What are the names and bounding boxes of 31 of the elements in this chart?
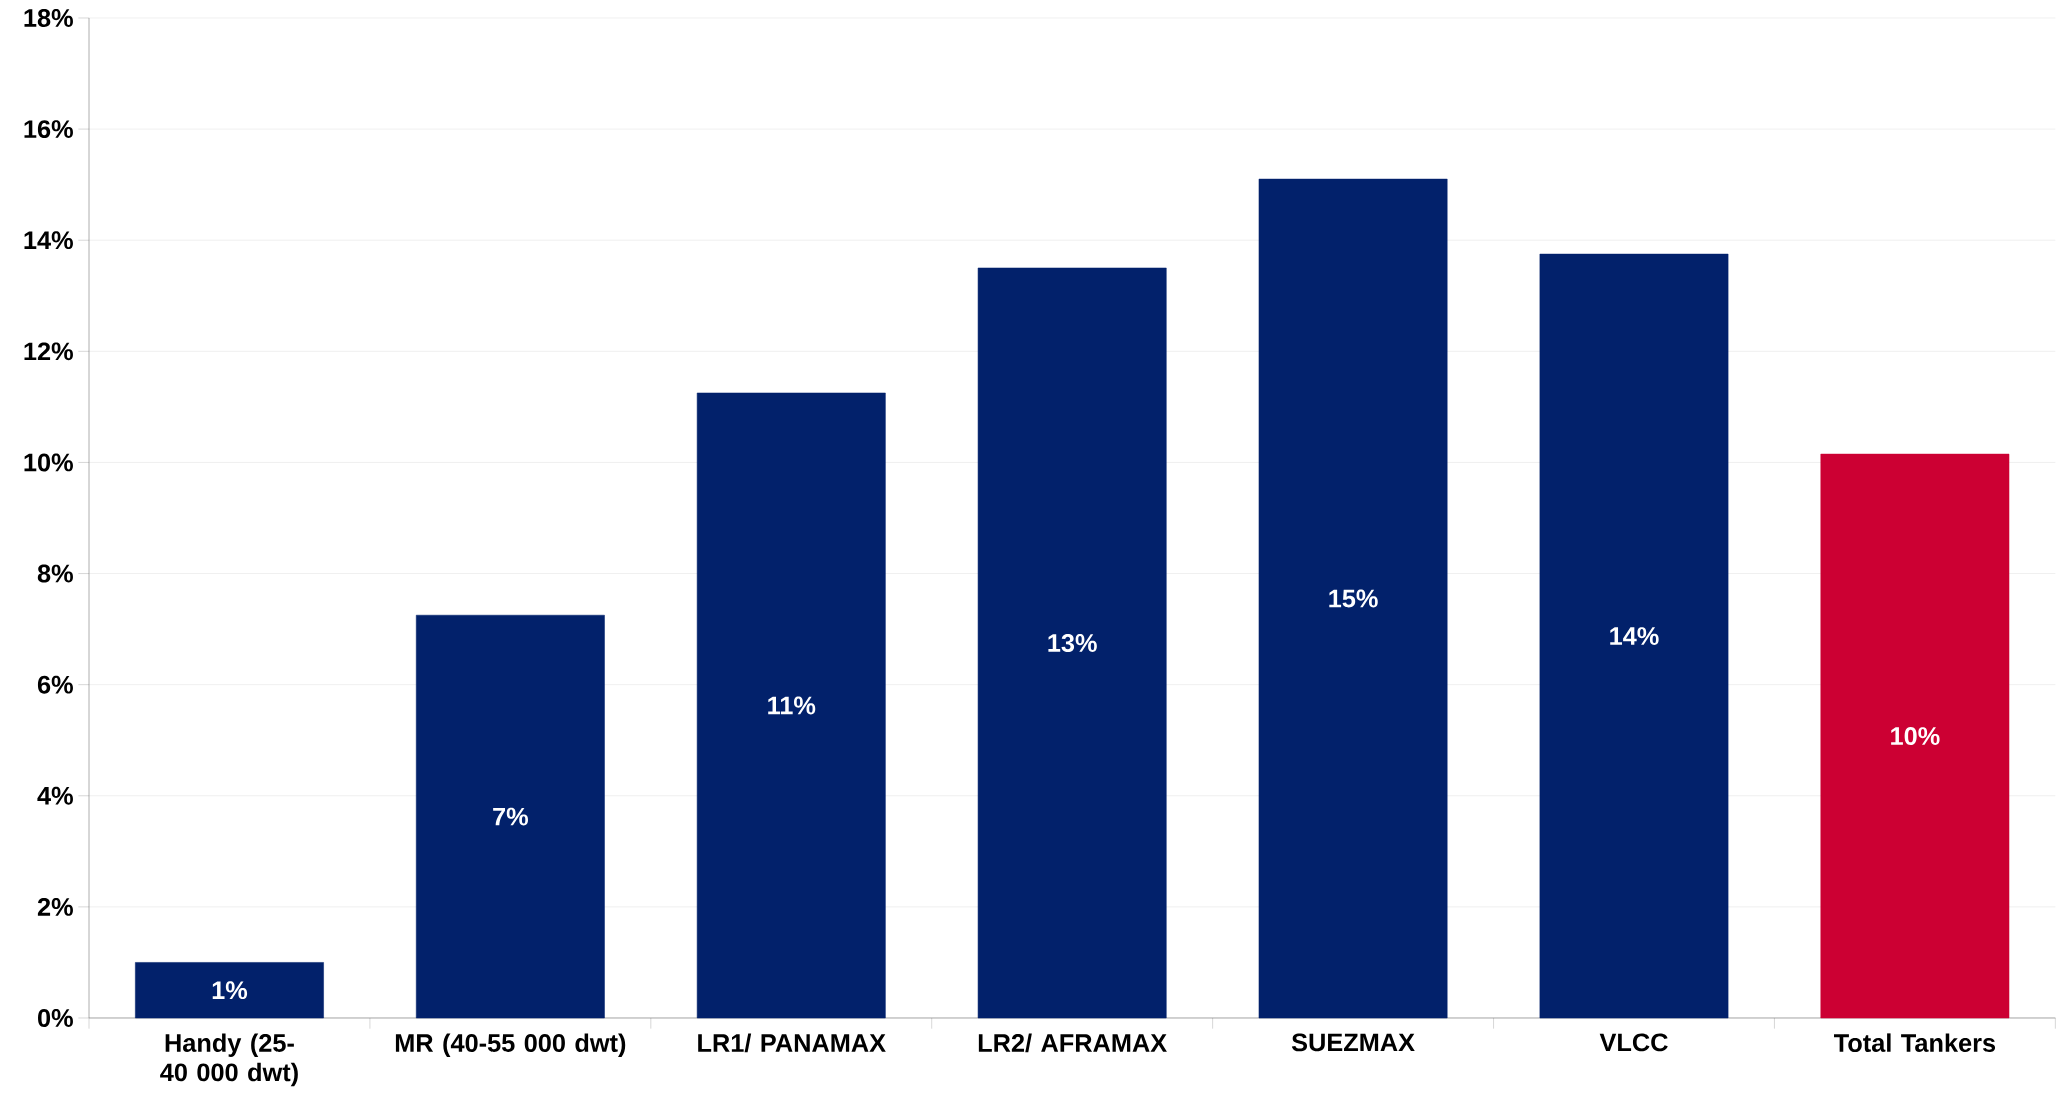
x-tick-label: Handy (25-40 000 dwt) [160, 1033, 298, 1087]
x-tick-label: LR1/ PANAMAX [698, 1033, 886, 1053]
y-tick-label: 14% [24, 231, 73, 250]
bar [415, 614, 605, 1019]
y-tick-label: 4% [37, 786, 73, 805]
bar [135, 962, 324, 1019]
y-tick-label: 8% [37, 564, 73, 583]
x-tick-label: Total Tankers [1834, 1033, 1996, 1052]
y-tick-label: 16% [24, 120, 73, 139]
y-tick-label: 12% [24, 342, 73, 361]
data-label: 13% [1048, 634, 1097, 652]
y-tick-label: 18% [24, 9, 73, 27]
y-tick-label: 0% [38, 1009, 73, 1027]
y-tick-label: 2% [37, 897, 73, 916]
bar [1820, 453, 2010, 1019]
data-label: 15% [1329, 589, 1378, 608]
bar [1258, 178, 1448, 1019]
data-label: 7% [493, 807, 528, 826]
y-tick-label: 10% [24, 453, 73, 472]
data-label: 14% [1610, 627, 1659, 645]
x-tick-label: SUEZMAX [1291, 1033, 1415, 1052]
data-label: 11% [768, 696, 816, 715]
x-tick-label: MR (40-55 000 dwt) [395, 1033, 626, 1057]
x-tick-label: LR2/ AFRAMAX [978, 1033, 1167, 1053]
bar [696, 392, 886, 1019]
x-tick-label: VLCC [1599, 1033, 1668, 1052]
bar [1539, 253, 1729, 1019]
bar [977, 267, 1167, 1019]
data-label: 10% [1891, 727, 1940, 746]
y-tick-label: 6% [37, 675, 73, 694]
data-label: 1% [212, 981, 248, 1000]
